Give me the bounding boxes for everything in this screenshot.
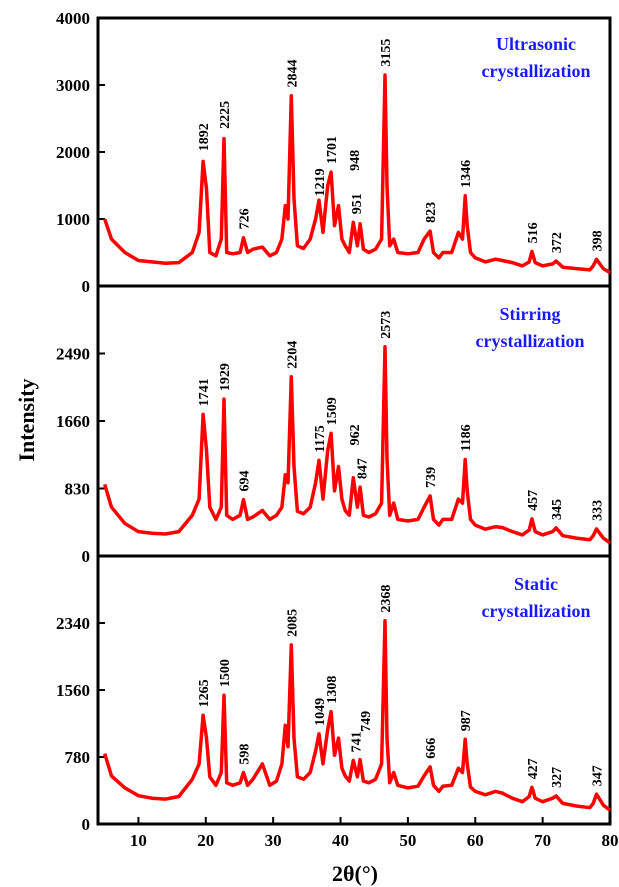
x-tick-label: 60	[467, 831, 484, 850]
peak-label: 726	[238, 208, 253, 229]
panel-title-line: crystallization	[482, 601, 591, 621]
peak-label: 1265	[197, 679, 212, 707]
y-tick-label: 3000	[56, 76, 90, 95]
y-tick-label: 1560	[56, 681, 90, 700]
peak-label: 823	[424, 202, 439, 223]
peak-label: 987	[459, 710, 474, 731]
x-tick-label: 10	[130, 831, 147, 850]
plot-frame	[96, 554, 612, 826]
peak-label: 749	[359, 711, 374, 732]
peak-label: 347	[591, 765, 606, 786]
peak-label: 847	[355, 458, 370, 479]
y-tick-label: 2490	[56, 345, 90, 364]
y-tick-label: 780	[65, 748, 91, 767]
panel-ultrasonic: 0 1000 2000 3000 4000 1892 2225 726 2844 1219 1701…	[56, 9, 612, 296]
peak-label: 398	[591, 230, 606, 251]
panel-title-line: Ultrasonic	[496, 34, 576, 54]
peak-label: 951	[350, 193, 365, 214]
xrd-pattern-line	[103, 618, 612, 812]
peak-label: 2204	[285, 341, 300, 369]
x-tick-label: 50	[399, 831, 416, 850]
peak-label: 1186	[459, 424, 474, 451]
x-tick-label: 30	[265, 831, 282, 850]
peak-label: 1701	[325, 136, 340, 164]
peak-label: 2844	[285, 59, 300, 87]
peak-label: 345	[550, 499, 565, 520]
peak-label: 3155	[379, 39, 394, 67]
peak-label: 2225	[218, 101, 233, 129]
x-tick-label: 20	[197, 831, 214, 850]
peak-label: 666	[424, 738, 439, 759]
y-axis-title: Intensity	[14, 378, 39, 461]
peak-label: 962	[348, 424, 363, 445]
peak-label: 1219	[313, 168, 328, 196]
peak-label: 1049	[313, 698, 328, 726]
peak-label: 739	[424, 467, 439, 488]
peak-label: 598	[238, 744, 253, 765]
peak-label: 516	[526, 222, 541, 243]
peak-label: 333	[591, 500, 606, 521]
peak-label: 372	[550, 232, 565, 253]
peak-label: 1500	[218, 659, 233, 687]
plot-frame	[96, 284, 612, 558]
y-tick-label: 0	[82, 547, 91, 566]
peak-label: 741	[349, 731, 364, 752]
peak-label: 1509	[325, 397, 340, 425]
panel-title-line: Stirring	[500, 304, 561, 324]
peak-label: 327	[550, 767, 565, 788]
peak-label: 2368	[379, 585, 394, 613]
panel-title-line: Static	[514, 574, 558, 594]
peak-label: 948	[348, 150, 363, 171]
y-tick-label: 0	[82, 277, 91, 296]
y-tick-label: 2340	[56, 614, 90, 633]
peak-label: 694	[238, 471, 253, 492]
y-tick-label: 4000	[56, 9, 90, 28]
x-axis-title: 2θ(°)	[332, 861, 378, 886]
peak-label: 1741	[197, 378, 212, 406]
y-tick-label: 1660	[56, 412, 90, 431]
y-tick-label: 2000	[56, 143, 90, 162]
y-tick-label: 1000	[56, 210, 90, 229]
panel-title-line: crystallization	[476, 331, 585, 351]
peak-label: 2085	[285, 609, 300, 637]
peak-label: 457	[526, 490, 541, 511]
xrd-pattern-line	[103, 73, 611, 275]
peak-label: 1892	[197, 123, 212, 151]
panels: 0100020003000400018922225726284412191701…	[56, 9, 619, 850]
peak-label: 1346	[459, 160, 474, 188]
xrd-pattern-line	[103, 345, 612, 545]
peak-label: 1929	[218, 363, 233, 391]
peak-label: 2573	[379, 311, 394, 339]
y-tick-label: 0	[82, 815, 91, 834]
x-tick-label: 80	[602, 831, 619, 850]
peak-label: 1308	[325, 676, 340, 704]
y-tick-label: 830	[65, 480, 91, 499]
x-tick-label: 40	[332, 831, 349, 850]
panel-title-line: crystallization	[482, 61, 591, 81]
x-tick-label: 70	[534, 831, 551, 850]
peak-label: 1175	[313, 425, 328, 452]
peak-label: 427	[526, 758, 541, 779]
